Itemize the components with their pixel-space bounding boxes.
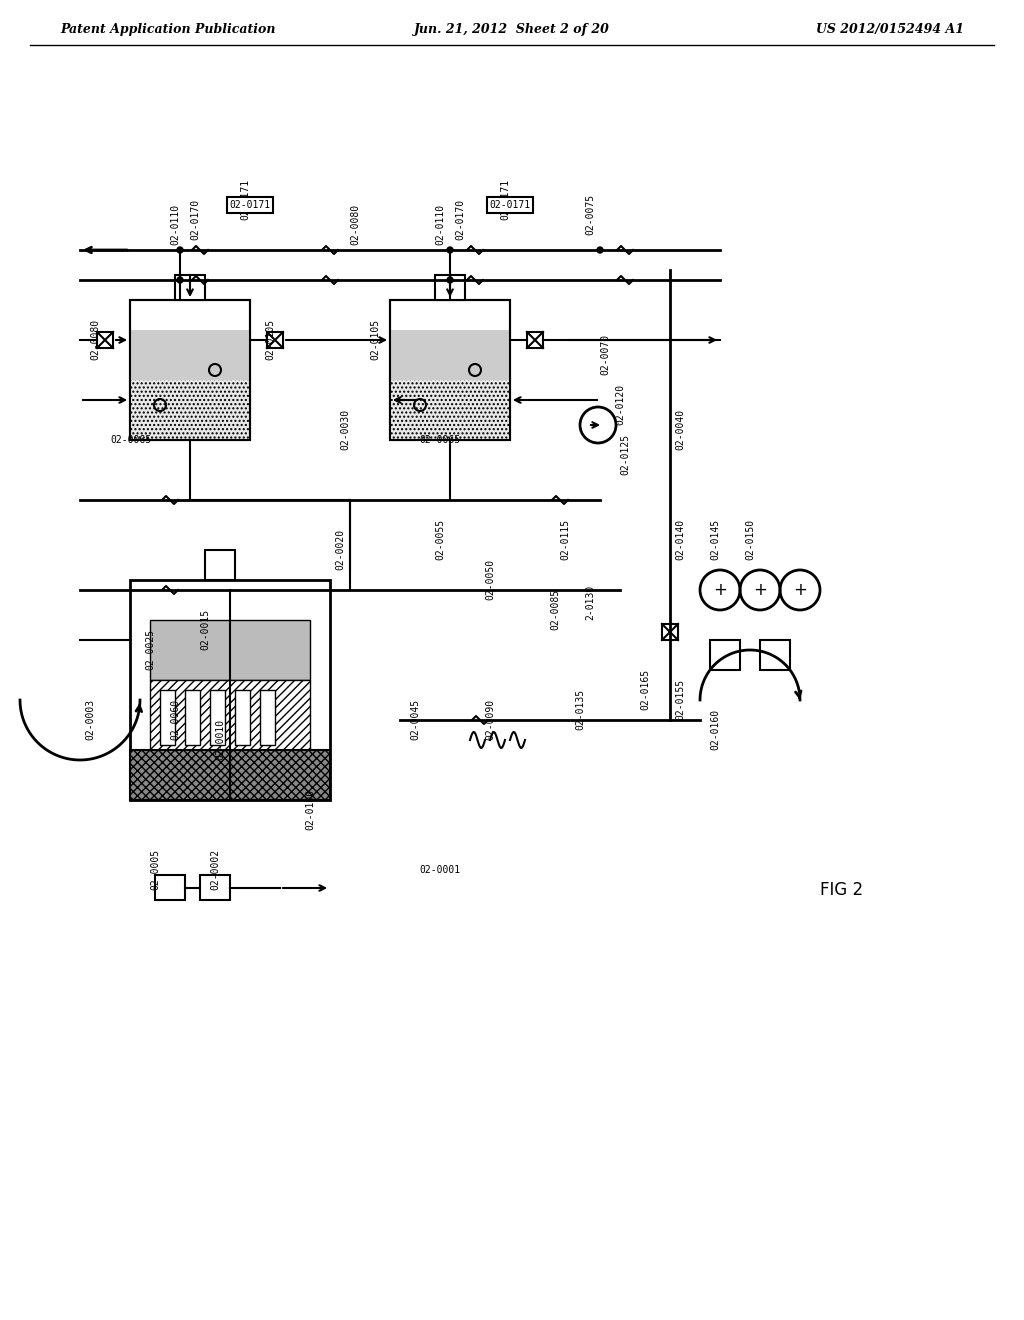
Bar	[130, 330, 250, 380]
Text: 02-0005: 02-0005	[150, 849, 160, 890]
Text: 02-0171: 02-0171	[489, 201, 530, 210]
Text: 02-0120: 02-0120	[615, 384, 625, 425]
Text: 02-0001: 02-0001	[420, 865, 461, 875]
Text: 02-0025: 02-0025	[145, 628, 155, 671]
Text: 02-0065: 02-0065	[419, 436, 460, 445]
Bar	[527, 333, 543, 348]
Text: 02-0170: 02-0170	[190, 199, 200, 240]
Bar	[200, 875, 230, 900]
Text: 02-0002: 02-0002	[210, 849, 220, 890]
Circle shape	[177, 247, 183, 253]
Text: US 2012/0152494 A1: US 2012/0152494 A1	[816, 24, 964, 37]
Bar	[150, 680, 310, 750]
Bar	[234, 690, 250, 744]
Bar	[662, 624, 678, 640]
Text: 02-0040: 02-0040	[675, 409, 685, 450]
Bar	[130, 380, 250, 440]
Text: 02-0165: 02-0165	[640, 669, 650, 710]
Bar	[267, 333, 283, 348]
Text: 02-0030: 02-0030	[340, 409, 350, 450]
Text: 02-0015: 02-0015	[200, 609, 210, 649]
Text: 02-0105: 02-0105	[265, 319, 275, 360]
Text: 02-0080: 02-0080	[90, 319, 100, 360]
Text: +: +	[753, 581, 767, 599]
Text: 02-0170: 02-0170	[455, 199, 465, 240]
Text: 02-0055: 02-0055	[435, 519, 445, 560]
Text: 02-0135: 02-0135	[575, 689, 585, 730]
Text: FIG 2: FIG 2	[820, 880, 863, 899]
Text: 02-0020: 02-0020	[335, 529, 345, 570]
Text: 02-0075: 02-0075	[585, 194, 595, 235]
Bar	[210, 690, 225, 744]
Text: 02-0060: 02-0060	[170, 698, 180, 741]
Circle shape	[597, 247, 603, 253]
Bar	[390, 380, 510, 440]
Bar	[185, 690, 200, 744]
Bar	[710, 640, 740, 671]
Bar	[130, 579, 330, 800]
Text: 02-0105: 02-0105	[370, 319, 380, 360]
Text: 2-0130: 2-0130	[585, 585, 595, 620]
Bar	[260, 690, 275, 744]
Bar	[150, 620, 310, 680]
Text: Patent Application Publication: Patent Application Publication	[60, 24, 275, 37]
Text: 02-0145: 02-0145	[710, 519, 720, 560]
Circle shape	[447, 247, 453, 253]
Bar	[160, 690, 175, 744]
Text: 02-0171: 02-0171	[500, 180, 510, 220]
Text: 02-0125: 02-0125	[620, 434, 630, 475]
Bar	[435, 275, 465, 300]
Bar	[130, 300, 250, 440]
Text: 02-0110: 02-0110	[435, 203, 445, 246]
Bar	[390, 330, 510, 380]
Text: 02-0065: 02-0065	[110, 436, 152, 445]
Text: 02-0150: 02-0150	[745, 519, 755, 560]
Bar	[97, 333, 113, 348]
Text: 02-0110: 02-0110	[170, 203, 180, 246]
Text: 02-0070: 02-0070	[600, 334, 610, 375]
Text: 02-0085: 02-0085	[550, 589, 560, 630]
Text: 02-0010: 02-0010	[215, 719, 225, 760]
Bar	[760, 640, 790, 671]
Text: 02-0171: 02-0171	[240, 180, 250, 220]
Bar	[175, 275, 205, 300]
Bar	[130, 750, 330, 800]
Bar	[205, 550, 234, 579]
Text: 02-0115: 02-0115	[560, 519, 570, 560]
Circle shape	[177, 277, 183, 282]
Text: 02-0100: 02-0100	[305, 789, 315, 830]
Text: 02-0050: 02-0050	[485, 558, 495, 601]
Text: 02-0160: 02-0160	[710, 709, 720, 750]
Text: +: +	[793, 581, 807, 599]
Text: 02-0155: 02-0155	[675, 678, 685, 719]
Bar	[155, 875, 185, 900]
Text: 02-0003: 02-0003	[85, 698, 95, 741]
Text: Jun. 21, 2012  Sheet 2 of 20: Jun. 21, 2012 Sheet 2 of 20	[414, 24, 610, 37]
Text: 02-0045: 02-0045	[410, 698, 420, 741]
Text: +: +	[713, 581, 727, 599]
Text: 02-0090: 02-0090	[485, 698, 495, 741]
Bar	[130, 300, 250, 440]
Text: 02-0080: 02-0080	[350, 203, 360, 246]
Bar	[390, 300, 510, 440]
Text: 02-0171: 02-0171	[229, 201, 270, 210]
Bar	[390, 300, 510, 440]
Text: 02-0140: 02-0140	[675, 519, 685, 560]
Circle shape	[447, 277, 453, 282]
Bar	[150, 620, 310, 680]
